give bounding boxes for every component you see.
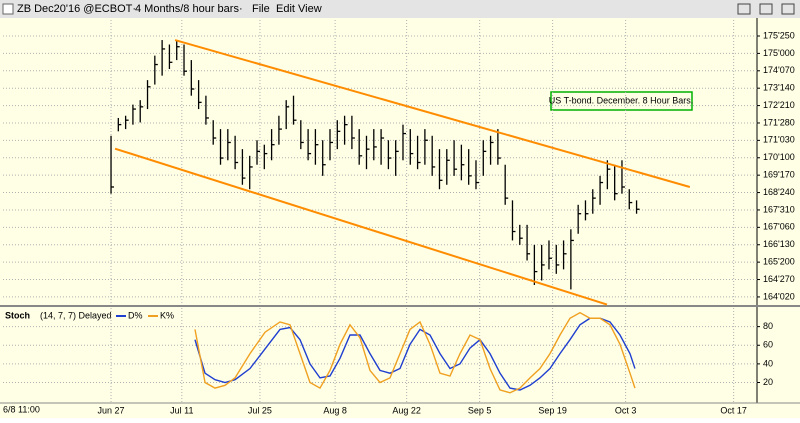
y-tick-label: 167'310 xyxy=(763,204,795,214)
y-tick-label: 170'100 xyxy=(763,152,795,162)
stoch-line xyxy=(194,311,636,394)
menu-view[interactable]: View xyxy=(298,3,322,15)
x-tick-label: Jul 25 xyxy=(248,405,272,415)
symbol: ZB Dec20'16 @ECBOT· xyxy=(17,3,136,15)
menu-edit[interactable]: Edit xyxy=(276,3,295,15)
y-tick-label: 164'020 xyxy=(763,291,795,301)
title-bar xyxy=(0,0,800,18)
y-tick-label: 20 xyxy=(763,377,773,387)
x-tick-label: Oct 17 xyxy=(720,405,747,415)
period[interactable]: 4 Months/8 hour bars· xyxy=(135,3,243,15)
x-tick-label: Aug 22 xyxy=(392,405,421,415)
y-tick-label: 171'280 xyxy=(763,117,795,127)
x-tick-label: Aug 8 xyxy=(323,405,347,415)
legend-label: K% xyxy=(160,310,174,320)
y-tick-label: 175'000 xyxy=(763,48,795,58)
y-tick-label: 174'070 xyxy=(763,65,795,75)
y-tick-label: 40 xyxy=(763,358,773,368)
y-tick-label: 169'170 xyxy=(763,170,795,180)
indicator-title: Stoch xyxy=(5,310,30,320)
close-button[interactable] xyxy=(781,3,795,15)
y-tick-label: 166'130 xyxy=(763,239,795,249)
maximize-button[interactable] xyxy=(759,3,773,15)
annotation: US T-bond. December. 8 Hour Bars. xyxy=(549,95,693,105)
y-tick-label: 171'030 xyxy=(763,135,795,145)
y-tick-label: 164'270 xyxy=(763,274,795,284)
x-tick-label: Oct 3 xyxy=(615,405,637,415)
x-tick-label: Jun 27 xyxy=(98,405,125,415)
y-tick-label: 165'200 xyxy=(763,257,795,267)
x-tick-label: Sep 19 xyxy=(538,405,567,415)
y-tick-label: 80 xyxy=(763,321,773,331)
indicator-params: (14, 7, 7) Delayed xyxy=(40,310,112,320)
y-tick-label: 168'240 xyxy=(763,187,795,197)
x-tick-label: Sep 5 xyxy=(468,405,492,415)
y-tick-label: 175'250 xyxy=(763,30,795,40)
y-tick-label: 60 xyxy=(763,340,773,350)
timestamp: 6/8 11:00 xyxy=(3,404,40,414)
channel-line xyxy=(114,147,608,306)
y-tick-label: 173'140 xyxy=(763,83,795,93)
menu-icon[interactable] xyxy=(2,3,14,15)
channel-line xyxy=(174,39,691,188)
legend-label: D% xyxy=(128,310,143,320)
y-tick-label: 167'060 xyxy=(763,222,795,232)
annotation-box xyxy=(550,91,693,111)
x-tick-label: Jul 11 xyxy=(170,405,193,415)
minimize-button[interactable] xyxy=(737,3,751,15)
y-tick-label: 172'210 xyxy=(763,100,795,110)
menu-file[interactable]: File xyxy=(252,3,270,15)
